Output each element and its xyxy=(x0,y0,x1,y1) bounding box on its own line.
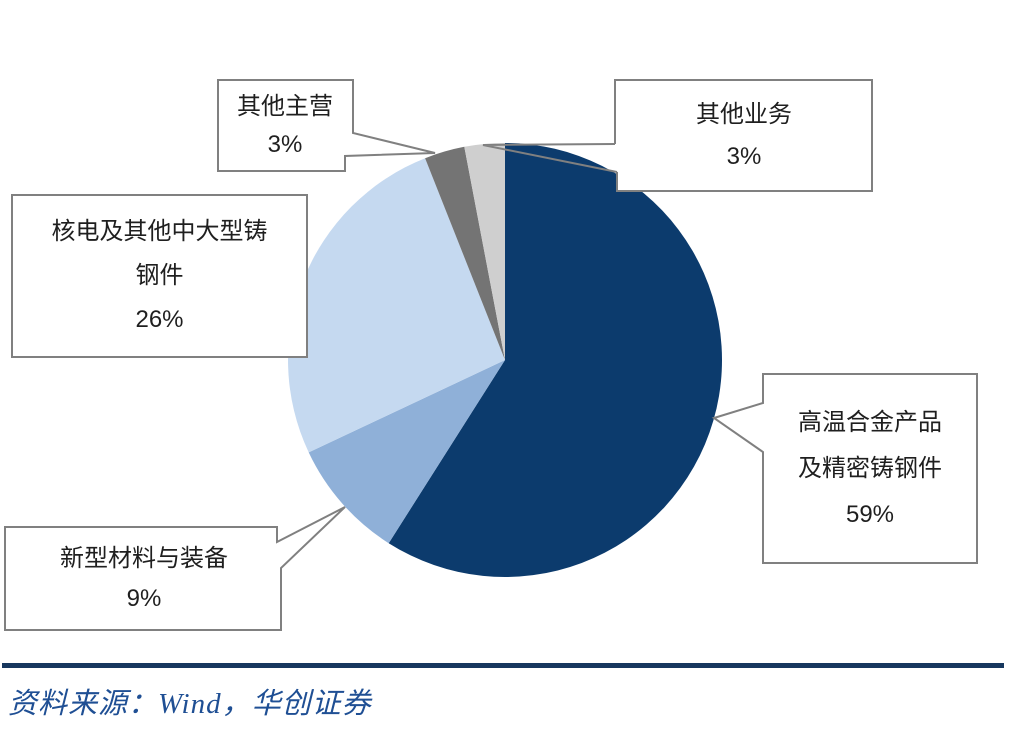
pie-slice-2 xyxy=(288,158,505,453)
callout-box-main-products xyxy=(711,373,978,564)
callout-leader-other-business xyxy=(482,143,618,173)
pie-slice-4 xyxy=(464,142,505,360)
callout-box-other-business xyxy=(614,79,873,192)
pie-slice-0 xyxy=(388,143,723,577)
footer-divider xyxy=(2,663,1004,668)
callout-box-new-materials xyxy=(4,506,346,631)
callout-shapes xyxy=(4,79,978,631)
pie-slice-3 xyxy=(425,146,505,360)
pie-slice-1 xyxy=(308,360,505,544)
source-text: 资料来源：Wind，华创证券 xyxy=(8,688,372,720)
callout-box-nuclear xyxy=(11,194,308,358)
callout-box-other-main xyxy=(217,79,436,172)
pie-slices xyxy=(288,142,723,577)
